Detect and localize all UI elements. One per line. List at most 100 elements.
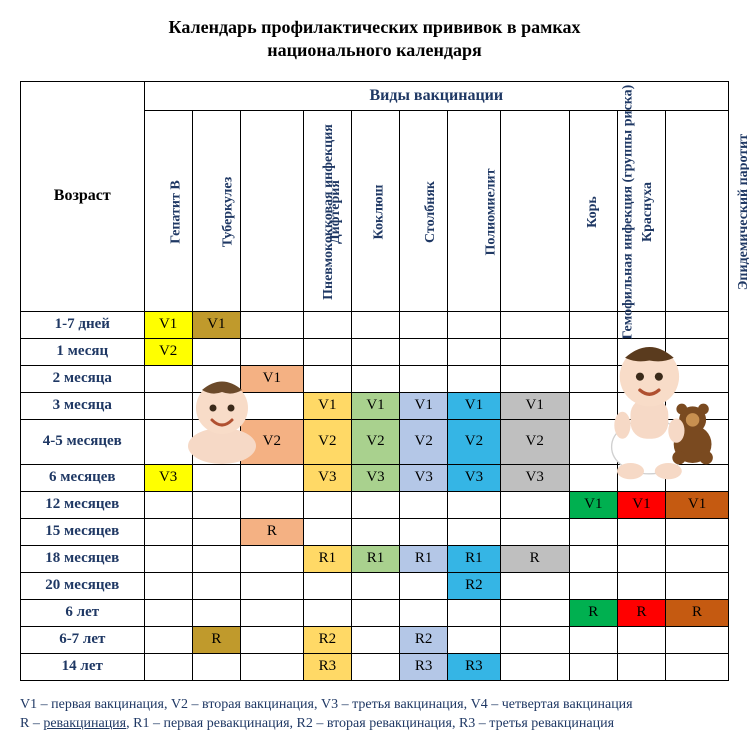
value-cell (448, 599, 500, 626)
value-cell: R3 (448, 653, 500, 680)
value-cell (240, 311, 303, 338)
age-cell: 6-7 лет (21, 626, 145, 653)
column-header-label: Гемофильная инфекция (группы риска) (620, 84, 636, 339)
value-cell (144, 572, 192, 599)
value-cell (500, 491, 569, 518)
value-cell (569, 311, 617, 338)
column-header: Туберкулез (192, 110, 240, 311)
value-cell (569, 545, 617, 572)
value-cell (351, 518, 399, 545)
age-cell: 6 месяцев (21, 464, 145, 491)
value-cell (303, 365, 351, 392)
column-header-label: Туберкулез (220, 177, 236, 248)
value-cell (500, 599, 569, 626)
value-cell: R1 (303, 545, 351, 572)
value-cell (144, 599, 192, 626)
value-cell (666, 653, 729, 680)
value-cell (448, 626, 500, 653)
value-cell (500, 338, 569, 365)
column-header-label: Краснуха (640, 182, 656, 242)
value-cell (192, 545, 240, 572)
value-cell: V1 (303, 392, 351, 419)
value-cell (351, 311, 399, 338)
value-cell (666, 419, 729, 464)
value-cell (666, 626, 729, 653)
table-row: 4-5 месяцевV2V2V2V2V2V2 (21, 419, 729, 464)
table-row: 18 месяцевR1R1R1R1R (21, 545, 729, 572)
value-cell (144, 419, 192, 464)
header-age: Возраст (21, 81, 145, 311)
value-cell (617, 419, 665, 464)
table-row: 15 месяцевR (21, 518, 729, 545)
age-cell: 4-5 месяцев (21, 419, 145, 464)
value-cell (617, 545, 665, 572)
age-cell: 15 месяцев (21, 518, 145, 545)
value-cell (569, 626, 617, 653)
value-cell (240, 545, 303, 572)
table-row: 6 летRRR (21, 599, 729, 626)
column-header: Полиомиелит (448, 110, 500, 311)
value-cell (144, 518, 192, 545)
value-cell: R (500, 545, 569, 572)
page-title: Календарь профилактических прививок в ра… (20, 16, 729, 63)
column-header-label: Полиомиелит (484, 168, 500, 255)
value-cell: V1 (351, 392, 399, 419)
value-cell (400, 365, 448, 392)
value-cell (500, 626, 569, 653)
value-cell (569, 653, 617, 680)
value-cell: R2 (448, 572, 500, 599)
value-cell: V3 (500, 464, 569, 491)
value-cell (351, 653, 399, 680)
value-cell (192, 572, 240, 599)
value-cell (144, 392, 192, 419)
value-cell (666, 545, 729, 572)
value-cell (666, 392, 729, 419)
value-cell (569, 419, 617, 464)
value-cell (144, 653, 192, 680)
value-cell: R (666, 599, 729, 626)
column-header-label: Эпидемический паротит (736, 134, 749, 290)
value-cell (192, 419, 240, 464)
value-cell (351, 572, 399, 599)
value-cell: V1 (569, 491, 617, 518)
value-cell (448, 338, 500, 365)
value-cell: V2 (240, 419, 303, 464)
value-cell (192, 464, 240, 491)
value-cell (240, 653, 303, 680)
column-header: Пневмококковая инфекция (240, 110, 303, 311)
value-cell: V1 (144, 311, 192, 338)
value-cell (500, 365, 569, 392)
title-line-2: национального календаря (267, 40, 481, 60)
value-cell (569, 464, 617, 491)
column-header: Гепатит В (144, 110, 192, 311)
value-cell (192, 338, 240, 365)
column-header: Гемофильная инфекция (группы риска) (500, 110, 569, 311)
value-cell (400, 491, 448, 518)
value-cell (351, 491, 399, 518)
value-cell (144, 491, 192, 518)
value-cell: V2 (448, 419, 500, 464)
value-cell (617, 392, 665, 419)
value-cell (303, 572, 351, 599)
table-row: 20 месяцевR2 (21, 572, 729, 599)
value-cell (666, 338, 729, 365)
table-row: 3 месяцаV1V1V1V1V1 (21, 392, 729, 419)
legend-line-1: V1 – первая вакцинация, V2 – вторая вакц… (20, 695, 729, 715)
value-cell (303, 599, 351, 626)
table-row: 2 месяцаV1 (21, 365, 729, 392)
value-cell: V3 (448, 464, 500, 491)
table-row: 6-7 летRR2R2 (21, 626, 729, 653)
value-cell (144, 626, 192, 653)
value-cell: V2 (500, 419, 569, 464)
value-cell (448, 311, 500, 338)
value-cell (351, 599, 399, 626)
age-cell: 6 лет (21, 599, 145, 626)
value-cell (303, 491, 351, 518)
value-cell: V1 (617, 491, 665, 518)
value-cell: V2 (303, 419, 351, 464)
value-cell: V3 (400, 464, 448, 491)
value-cell (400, 599, 448, 626)
value-cell: V3 (303, 464, 351, 491)
value-cell: R2 (400, 626, 448, 653)
age-cell: 2 месяца (21, 365, 145, 392)
